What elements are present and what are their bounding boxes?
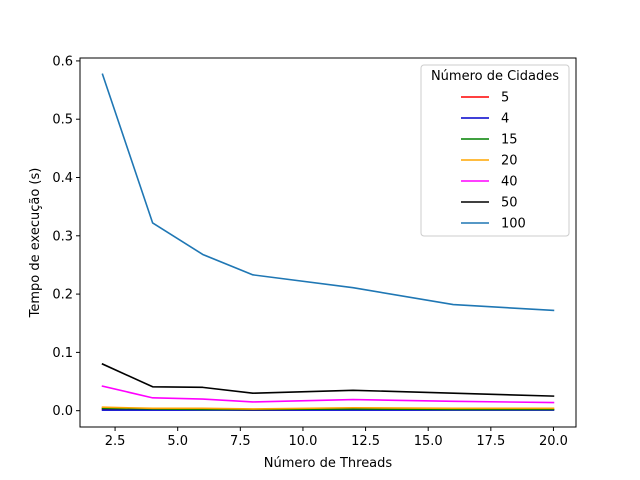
legend-title: Número de Cidades xyxy=(431,69,559,84)
series-line-40 xyxy=(101,385,555,404)
y-tick-label: 0.4 xyxy=(52,171,73,186)
legend-entry-4: 4 xyxy=(461,112,509,127)
y-tick-label: 0.3 xyxy=(52,229,73,244)
x-tick-label: 20.0 xyxy=(539,434,568,449)
legend: Número de Cidades 5 4 15 20 40 50 100 xyxy=(420,64,570,237)
plot-area xyxy=(79,57,577,428)
y-axis-label: Tempo de execução (s) xyxy=(28,168,43,319)
x-tick-label: 12.5 xyxy=(351,434,380,449)
x-tick-label: 15.0 xyxy=(414,434,443,449)
x-tick-label: 5.0 xyxy=(167,434,188,449)
legend-entry-15: 15 xyxy=(461,133,518,148)
y-tick-label: 0.1 xyxy=(52,346,73,361)
x-tick-label: 2.5 xyxy=(105,434,126,449)
series-layer xyxy=(101,73,555,411)
x-tick-label: 17.5 xyxy=(476,434,505,449)
legend-label: 5 xyxy=(501,91,509,106)
legend-entry-5: 5 xyxy=(461,91,509,106)
legend-entry-20: 20 xyxy=(461,154,518,169)
series-line-100 xyxy=(101,73,555,312)
y-tick-label: 0.0 xyxy=(52,404,73,419)
legend-label: 100 xyxy=(501,217,526,232)
y-tick-label: 0.5 xyxy=(52,113,73,128)
legend-entries: 5 4 15 20 40 50 100 xyxy=(461,91,526,232)
legend-label: 4 xyxy=(501,112,509,127)
y-tick-label: 0.2 xyxy=(52,288,73,303)
legend-label: 20 xyxy=(501,154,518,169)
x-axis: 2.5 5.0 7.5 10.0 12.5 15.0 17.5 20.0 xyxy=(105,427,568,449)
legend-entry-100: 100 xyxy=(461,217,526,232)
y-axis: 0.0 0.1 0.2 0.3 0.4 0.5 0.6 xyxy=(52,54,80,419)
x-tick-label: 10.0 xyxy=(288,434,317,449)
axes-frame xyxy=(79,57,577,428)
x-axis-label: Número de Threads xyxy=(264,456,393,471)
legend-entry-50: 50 xyxy=(461,196,518,211)
x-tick-label: 7.5 xyxy=(230,434,251,449)
y-tick-label: 0.6 xyxy=(52,54,73,69)
legend-frame xyxy=(420,64,570,237)
legend-label: 15 xyxy=(501,133,518,148)
legend-label: 50 xyxy=(501,196,518,211)
series-line-50 xyxy=(101,362,555,397)
legend-entry-40: 40 xyxy=(461,175,518,190)
series-line-20 xyxy=(101,406,555,410)
legend-label: 40 xyxy=(501,175,518,190)
